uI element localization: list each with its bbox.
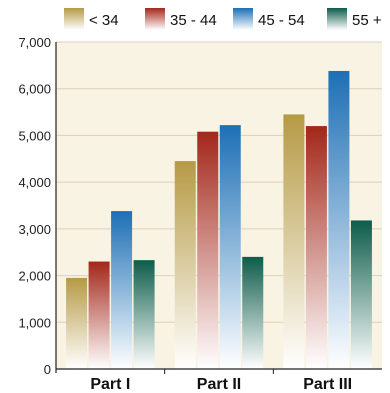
- y-tick-label: 2,000: [18, 269, 51, 284]
- y-tick-label: 7,000: [18, 35, 51, 50]
- y-tick-label: 0: [44, 362, 51, 377]
- y-tick-labels: 0 1,000 2,000 3,000 4,000 5,000 6,000 7,000: [18, 35, 51, 377]
- bars: [66, 70, 372, 370]
- bar: [197, 131, 219, 369]
- bar: [328, 70, 350, 369]
- bar: [133, 260, 155, 369]
- legend-swatch: [327, 8, 347, 30]
- y-tick-label: 5,000: [18, 128, 51, 143]
- x-category-label: Part III: [303, 376, 352, 393]
- bar: [66, 277, 88, 369]
- legend-label: < 34: [89, 12, 119, 29]
- legend-label: 55 +: [352, 12, 382, 29]
- x-category-label: Part I: [90, 376, 130, 393]
- y-tick-label: 1,000: [18, 315, 51, 330]
- bar: [350, 220, 372, 369]
- plot-background: [56, 42, 382, 369]
- axes: [55, 42, 382, 374]
- legend-swatch: [145, 8, 165, 30]
- bar: [305, 126, 327, 369]
- legend: < 34 35 - 44 45 - 54 55 +: [64, 8, 382, 30]
- bar: [219, 125, 241, 369]
- bar: [283, 114, 305, 370]
- bar: [88, 261, 110, 369]
- bar: [242, 256, 264, 369]
- x-category-label: Part II: [197, 376, 241, 393]
- legend-swatch: [64, 8, 84, 30]
- legend-label: 35 - 44: [170, 12, 217, 29]
- y-tick-label: 3,000: [18, 222, 51, 237]
- bar: [174, 161, 196, 369]
- x-category-labels: Part I Part II Part III: [90, 376, 352, 393]
- y-tick-label: 6,000: [18, 82, 51, 97]
- y-tick-label: 4,000: [18, 175, 51, 190]
- grid-lines: [56, 41, 382, 323]
- legend-label: 45 - 54: [258, 12, 305, 29]
- bar: [111, 211, 133, 369]
- legend-swatch: [233, 8, 253, 30]
